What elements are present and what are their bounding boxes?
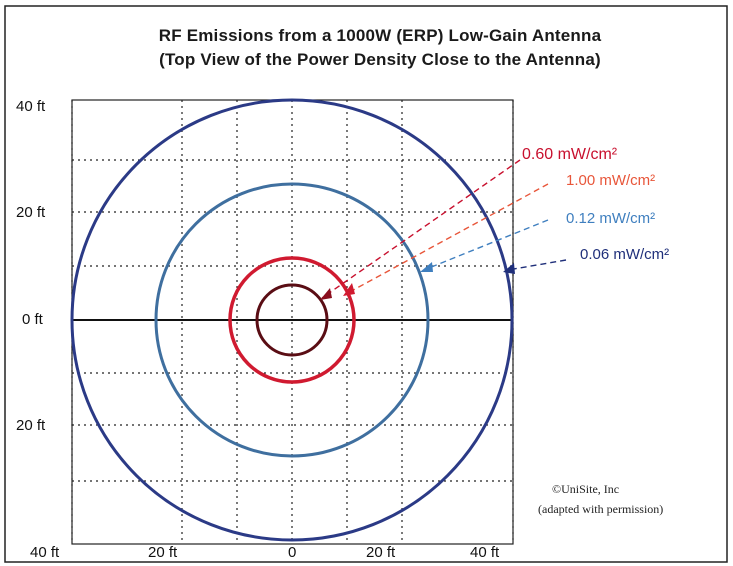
arrowhead <box>420 262 433 272</box>
x-tick-label: 40 ft <box>30 544 60 561</box>
contour-ring-middle <box>154 182 430 458</box>
x-tick-label: 20 ft <box>366 544 396 561</box>
y-tick-label: 0 ft <box>22 311 43 328</box>
contour-ring-outer <box>70 98 514 542</box>
leader-0-12 <box>423 219 549 271</box>
contour-ring-innermost <box>255 283 329 357</box>
credit-line1: ©UniSite, Inc <box>552 482 620 496</box>
leader-0-60 <box>321 159 521 299</box>
contour-label-0-60: 0.60 mW/cm² <box>522 146 618 163</box>
diagram-title-line1: RF Emissions from a 1000W (ERP) Low-Gain… <box>158 26 602 45</box>
leader-1-00 <box>345 183 549 295</box>
leader-0-06 <box>507 259 567 271</box>
contour-label-0-12: 0.12 mW/cm² <box>566 210 656 227</box>
credit-line2: (adapted with permission) <box>538 502 664 516</box>
y-tick-label: 40 ft <box>16 98 46 115</box>
figure-frame <box>4 5 728 563</box>
arrowhead <box>503 263 515 274</box>
grid-lines <box>71 100 514 544</box>
x-tick-label: 40 ft <box>470 544 500 561</box>
contour-label-0-06: 0.06 mW/cm² <box>580 246 670 263</box>
contour-ring-red <box>228 256 356 384</box>
x-tick-label: 20 ft <box>148 544 178 561</box>
y-tick-label: 20 ft <box>16 204 46 221</box>
diagram-title-line2: (Top View of the Power Density Close to … <box>159 50 601 69</box>
arrowhead <box>320 288 332 300</box>
y-tick-label: 20 ft <box>16 417 46 434</box>
leader-lines <box>321 159 567 299</box>
arrowhead <box>343 283 355 296</box>
x-tick-label: 0 <box>288 544 297 561</box>
contour-label-1-00: 1.00 mW/cm² <box>566 172 656 189</box>
